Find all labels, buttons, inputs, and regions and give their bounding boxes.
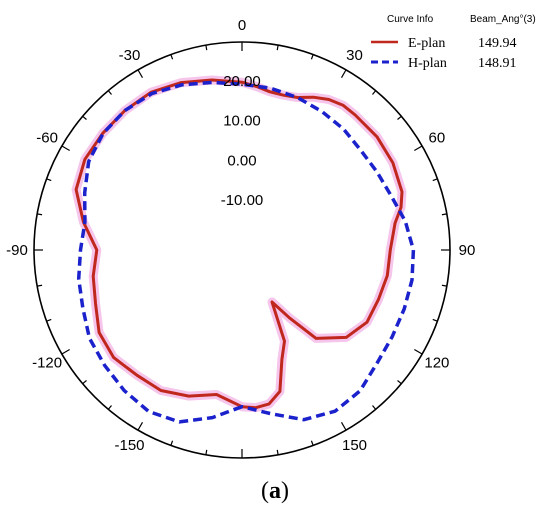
angle-tick	[61, 348, 70, 355]
angle-tick	[372, 405, 377, 410]
angle-label: -180	[227, 467, 257, 470]
angle-tick	[397, 380, 402, 385]
caption-close-paren: )	[281, 478, 289, 504]
polar-chart: 0 30 60 90 120 150 -180 -150 -120 -90 -60 -30 20.00…	[6, 14, 536, 470]
angle-tick	[205, 449, 208, 455]
angular-tick-labels: 0 30 60 90 120 150 -180 -150 -120 -90 -60 -30	[6, 17, 475, 470]
angle-tick	[107, 405, 112, 410]
curve-e-plan	[74, 78, 404, 410]
angle-label: -90	[6, 242, 28, 259]
angle-label: 90	[459, 242, 476, 259]
angle-label: -30	[119, 47, 141, 64]
angle-tick	[432, 318, 438, 322]
angle-tick	[310, 54, 314, 60]
radial-label: 20.00	[223, 73, 261, 90]
radial-tick-labels: 20.00 10.00 0.00 -10.00	[221, 73, 264, 209]
angle-tick	[137, 69, 144, 78]
angle-label: 60	[429, 130, 446, 147]
legend-value-h-plan: 148.91	[478, 56, 517, 71]
angle-tick	[441, 284, 447, 287]
angle-label: 0	[238, 17, 246, 34]
angle-label: -60	[36, 130, 58, 147]
angle-tick	[137, 422, 144, 431]
angle-tick	[205, 45, 208, 51]
angle-label: 150	[342, 437, 367, 454]
data-curves	[71, 75, 416, 424]
angle-tick	[107, 90, 112, 95]
radial-label: 10.00	[223, 113, 261, 130]
legend-name-e-plan: E-plan	[408, 36, 445, 51]
angle-tick	[82, 380, 87, 385]
angle-label: -120	[32, 355, 62, 372]
legend-name-h-plan: H-plan	[408, 56, 447, 71]
angle-tick	[46, 318, 52, 322]
caption-open-paren: (	[261, 478, 269, 504]
curve-h-plan	[76, 80, 416, 424]
angle-tick	[414, 145, 423, 152]
angle-tick	[276, 45, 279, 51]
figure-caption: (a)	[0, 478, 550, 505]
angle-tick	[170, 440, 174, 446]
legend: Curve Info Beam_Ang°(3) E-plan 149.94 H-…	[371, 14, 536, 71]
angle-tick	[414, 348, 423, 355]
angle-tick	[37, 213, 43, 216]
angle-tick	[37, 284, 43, 287]
caption-letter: a	[269, 478, 281, 504]
angle-tick	[340, 422, 347, 431]
angle-tick	[432, 178, 438, 182]
angle-label: 120	[424, 355, 449, 372]
radial-label: 0.00	[227, 152, 256, 169]
angle-label: 30	[346, 47, 363, 64]
angle-tick	[310, 440, 314, 446]
angle-tick	[46, 178, 52, 182]
angular-tick-marks	[34, 42, 450, 458]
legend-header-value: Beam_Ang°(3)	[470, 14, 536, 25]
angle-tick	[397, 115, 402, 120]
angle-label: -150	[114, 437, 144, 454]
angle-tick	[372, 90, 377, 95]
angle-tick	[276, 449, 279, 455]
radial-label: -10.00	[221, 192, 264, 209]
angle-tick	[170, 54, 174, 60]
angle-tick	[61, 145, 70, 152]
angle-tick	[441, 213, 447, 216]
angle-tick	[82, 115, 87, 120]
legend-header-name: Curve Info	[387, 14, 434, 25]
angle-tick	[340, 69, 347, 78]
legend-value-e-plan: 149.94	[478, 36, 517, 51]
